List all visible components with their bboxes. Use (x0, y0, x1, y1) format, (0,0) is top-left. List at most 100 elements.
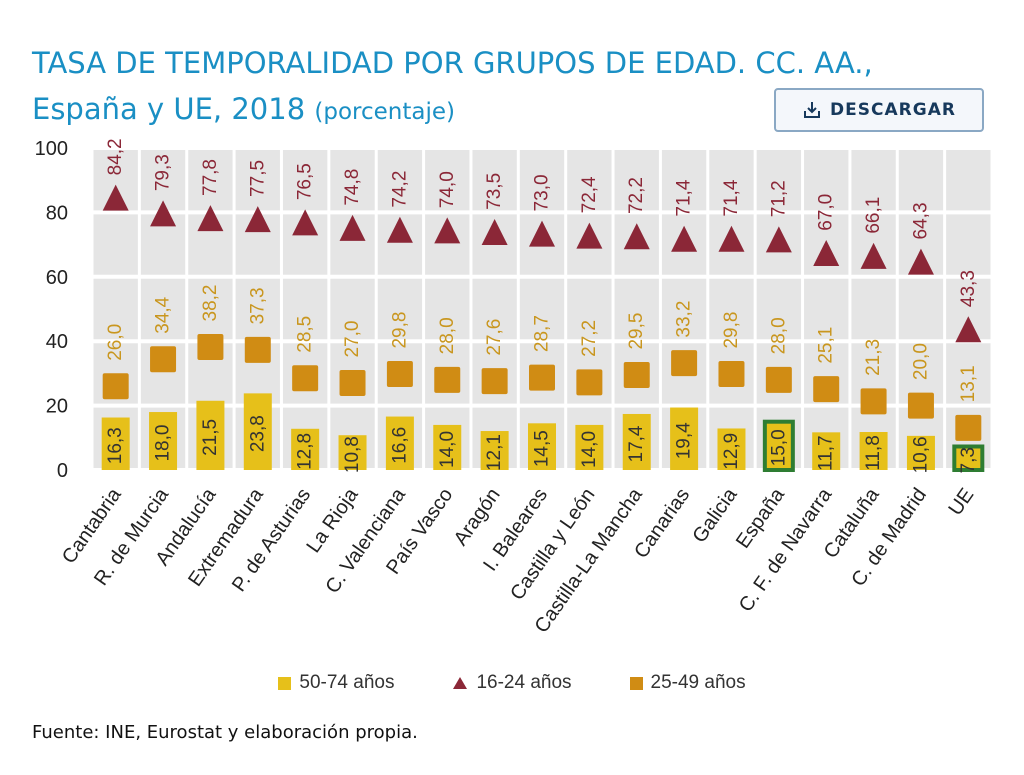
value-label-25-49: 28,0 (437, 317, 458, 354)
value-label-25-49: 28,7 (532, 315, 553, 352)
value-label-50-74: 19,4 (674, 422, 695, 459)
value-label-16-24: 72,2 (626, 177, 647, 214)
marker-16-24 (481, 219, 508, 246)
y-tick-label: 0 (57, 460, 68, 482)
bar-50-74 (149, 412, 178, 470)
value-label-50-74: 18,0 (153, 425, 174, 462)
bar-50-74 (575, 424, 604, 470)
value-label-50-74: 10,8 (342, 436, 363, 473)
value-label-16-24: 76,5 (295, 163, 316, 200)
value-label-50-74: 11,7 (816, 435, 837, 471)
value-label-50-74: 14,0 (437, 431, 458, 468)
marker-25-49 (765, 366, 792, 393)
marker-25-49 (292, 365, 319, 392)
value-label-16-24: 71,2 (768, 180, 789, 217)
bar-50-74-highlighted (952, 444, 985, 472)
title-line1: TASA DE TEMPORALIDAD POR GRUPOS DE EDAD.… (32, 46, 873, 80)
value-label-16-24: 66,1 (863, 197, 884, 234)
legend-item-16-24: 16-24 años (452, 672, 572, 694)
value-label-16-24: 77,8 (200, 159, 221, 196)
download-button[interactable]: DESCARGAR (774, 88, 984, 132)
value-label-25-49: 28,5 (295, 316, 316, 353)
value-label-16-24: 73,5 (484, 173, 505, 210)
marker-25-49 (386, 361, 413, 388)
marker-25-49 (623, 362, 650, 389)
value-label-25-49: 37,3 (247, 287, 268, 324)
value-label-25-49: 13,1 (958, 365, 979, 402)
marker-16-24 (576, 222, 603, 249)
value-label-25-49: 34,4 (153, 296, 174, 333)
value-label-16-24: 72,4 (579, 176, 600, 213)
value-label-16-24: 71,4 (721, 179, 742, 216)
marker-25-49 (576, 369, 603, 396)
download-label: DESCARGAR (830, 100, 956, 120)
value-label-50-74: 14,0 (579, 431, 600, 468)
marker-16-24 (718, 225, 745, 252)
marker-25-49 (150, 346, 177, 373)
y-tick-label: 100 (35, 138, 68, 160)
marker-16-24 (102, 184, 129, 211)
marker-16-24 (860, 242, 887, 269)
value-label-50-74: 12,1 (484, 434, 505, 471)
value-label-25-49: 29,5 (626, 313, 647, 350)
legend-square-orange-icon (629, 676, 643, 690)
value-label-25-49: 21,3 (863, 339, 884, 376)
value-label-50-74: 14,5 (532, 430, 553, 467)
marker-25-49 (102, 373, 129, 400)
marker-16-24 (671, 225, 698, 252)
marker-16-24 (292, 209, 319, 236)
value-label-25-49: 28,0 (768, 317, 789, 354)
marker-16-24 (386, 216, 413, 243)
marker-25-49 (813, 376, 840, 403)
value-label-25-49: 33,2 (674, 301, 695, 338)
marker-25-49 (955, 414, 982, 441)
value-label-25-49: 38,2 (200, 285, 221, 322)
marker-25-49 (671, 350, 698, 377)
x-tick-label: Castilla y León (506, 484, 599, 604)
title-unit: (porcentaje) (314, 99, 455, 125)
bar-50-74 (291, 428, 320, 470)
bar-50-74 (433, 424, 462, 470)
y-tick-label: 20 (46, 396, 68, 418)
value-label-25-49: 27,2 (579, 320, 600, 357)
bar-50-74 (480, 431, 509, 470)
marker-16-24 (907, 248, 934, 275)
marker-25-49 (529, 364, 555, 391)
y-tick-label: 80 (46, 202, 68, 224)
value-label-25-49: 29,8 (721, 312, 742, 349)
value-label-50-74: 23,8 (247, 415, 268, 452)
legend-triangle-icon (453, 677, 468, 689)
value-label-16-24: 67,0 (816, 194, 837, 231)
marker-16-24 (955, 316, 982, 343)
value-label-16-24: 73,0 (532, 174, 553, 211)
value-label-16-24: 64,3 (910, 202, 931, 239)
marker-25-49 (244, 336, 271, 363)
bar-50-74-highlighted (762, 419, 795, 473)
chart-title: TASA DE TEMPORALIDAD POR GRUPOS DE EDAD.… (32, 40, 873, 135)
bar-50-74 (670, 407, 699, 470)
y-tick-label: 40 (46, 331, 68, 353)
marker-25-49 (339, 370, 366, 397)
marker-25-49 (907, 392, 934, 419)
value-label-16-24: 79,3 (153, 154, 174, 191)
marker-25-49 (434, 366, 461, 393)
value-label-25-49: 25,1 (816, 327, 837, 364)
bar-50-74 (859, 432, 888, 470)
bar-50-74 (717, 428, 746, 470)
value-label-16-24: 74,8 (342, 169, 363, 206)
value-label-50-74: 16,3 (105, 427, 126, 464)
value-label-50-74: 15,0 (768, 429, 789, 466)
marker-16-24 (197, 205, 224, 232)
legend-item-25-49: 25-49 años (629, 672, 746, 694)
marker-16-24 (434, 217, 461, 244)
value-label-25-49: 27,0 (342, 321, 363, 358)
value-label-25-49: 26,0 (105, 324, 126, 361)
value-label-50-74: 10,6 (910, 436, 931, 473)
value-label-16-24: 43,3 (958, 270, 979, 307)
bar-50-74 (906, 435, 935, 470)
value-label-50-74: 16,6 (389, 427, 410, 464)
value-label-25-49: 29,8 (389, 312, 410, 349)
value-label-25-49: 20,0 (910, 343, 931, 380)
legend: 50-74 años 16-24 años 25-49 años (0, 672, 1024, 694)
legend-label: 25-49 años (650, 672, 746, 693)
